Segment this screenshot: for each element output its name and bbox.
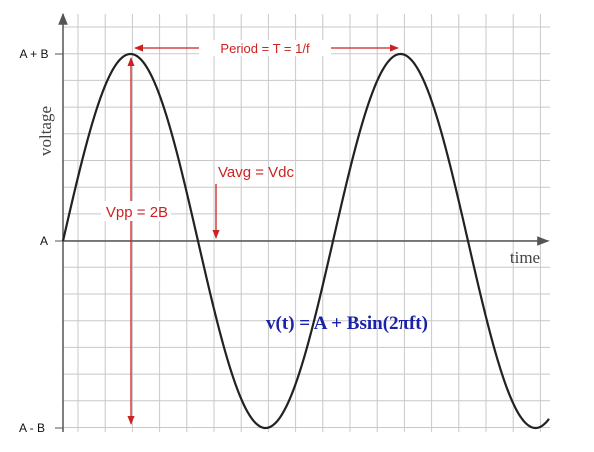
data-point (298, 372, 300, 374)
vpp-label-bg (101, 201, 171, 221)
y-tick-label-bottom: A - B (19, 421, 45, 435)
data-point (265, 427, 267, 429)
formula-label: v(t) = A + Bsin(2πft) (266, 313, 428, 334)
data-point (535, 427, 537, 429)
data-point (501, 372, 503, 374)
grid (63, 14, 550, 432)
data-point (231, 372, 233, 374)
data-point (163, 108, 165, 110)
sine-wave-series-line (61, 52, 550, 430)
data-point (400, 53, 402, 55)
period-label: Period = T = 1/f (220, 41, 310, 56)
data-point (197, 240, 199, 242)
x-axis-label: time (510, 248, 540, 267)
vavg-label: Vavg = Vdc (218, 164, 295, 181)
data-point (130, 53, 132, 55)
y-tick-label-top: A + B (19, 47, 48, 61)
y-axis-label: voltage (36, 106, 55, 156)
data-point (332, 240, 334, 242)
data-point (62, 240, 64, 242)
data-point (96, 108, 98, 110)
data-point (433, 108, 435, 110)
data-point (366, 108, 368, 110)
vpp-label: Vpp = 2B (106, 204, 168, 221)
data-point (467, 240, 469, 242)
y-tick-label-mid: A (40, 234, 48, 248)
period-label-bg (199, 40, 331, 56)
